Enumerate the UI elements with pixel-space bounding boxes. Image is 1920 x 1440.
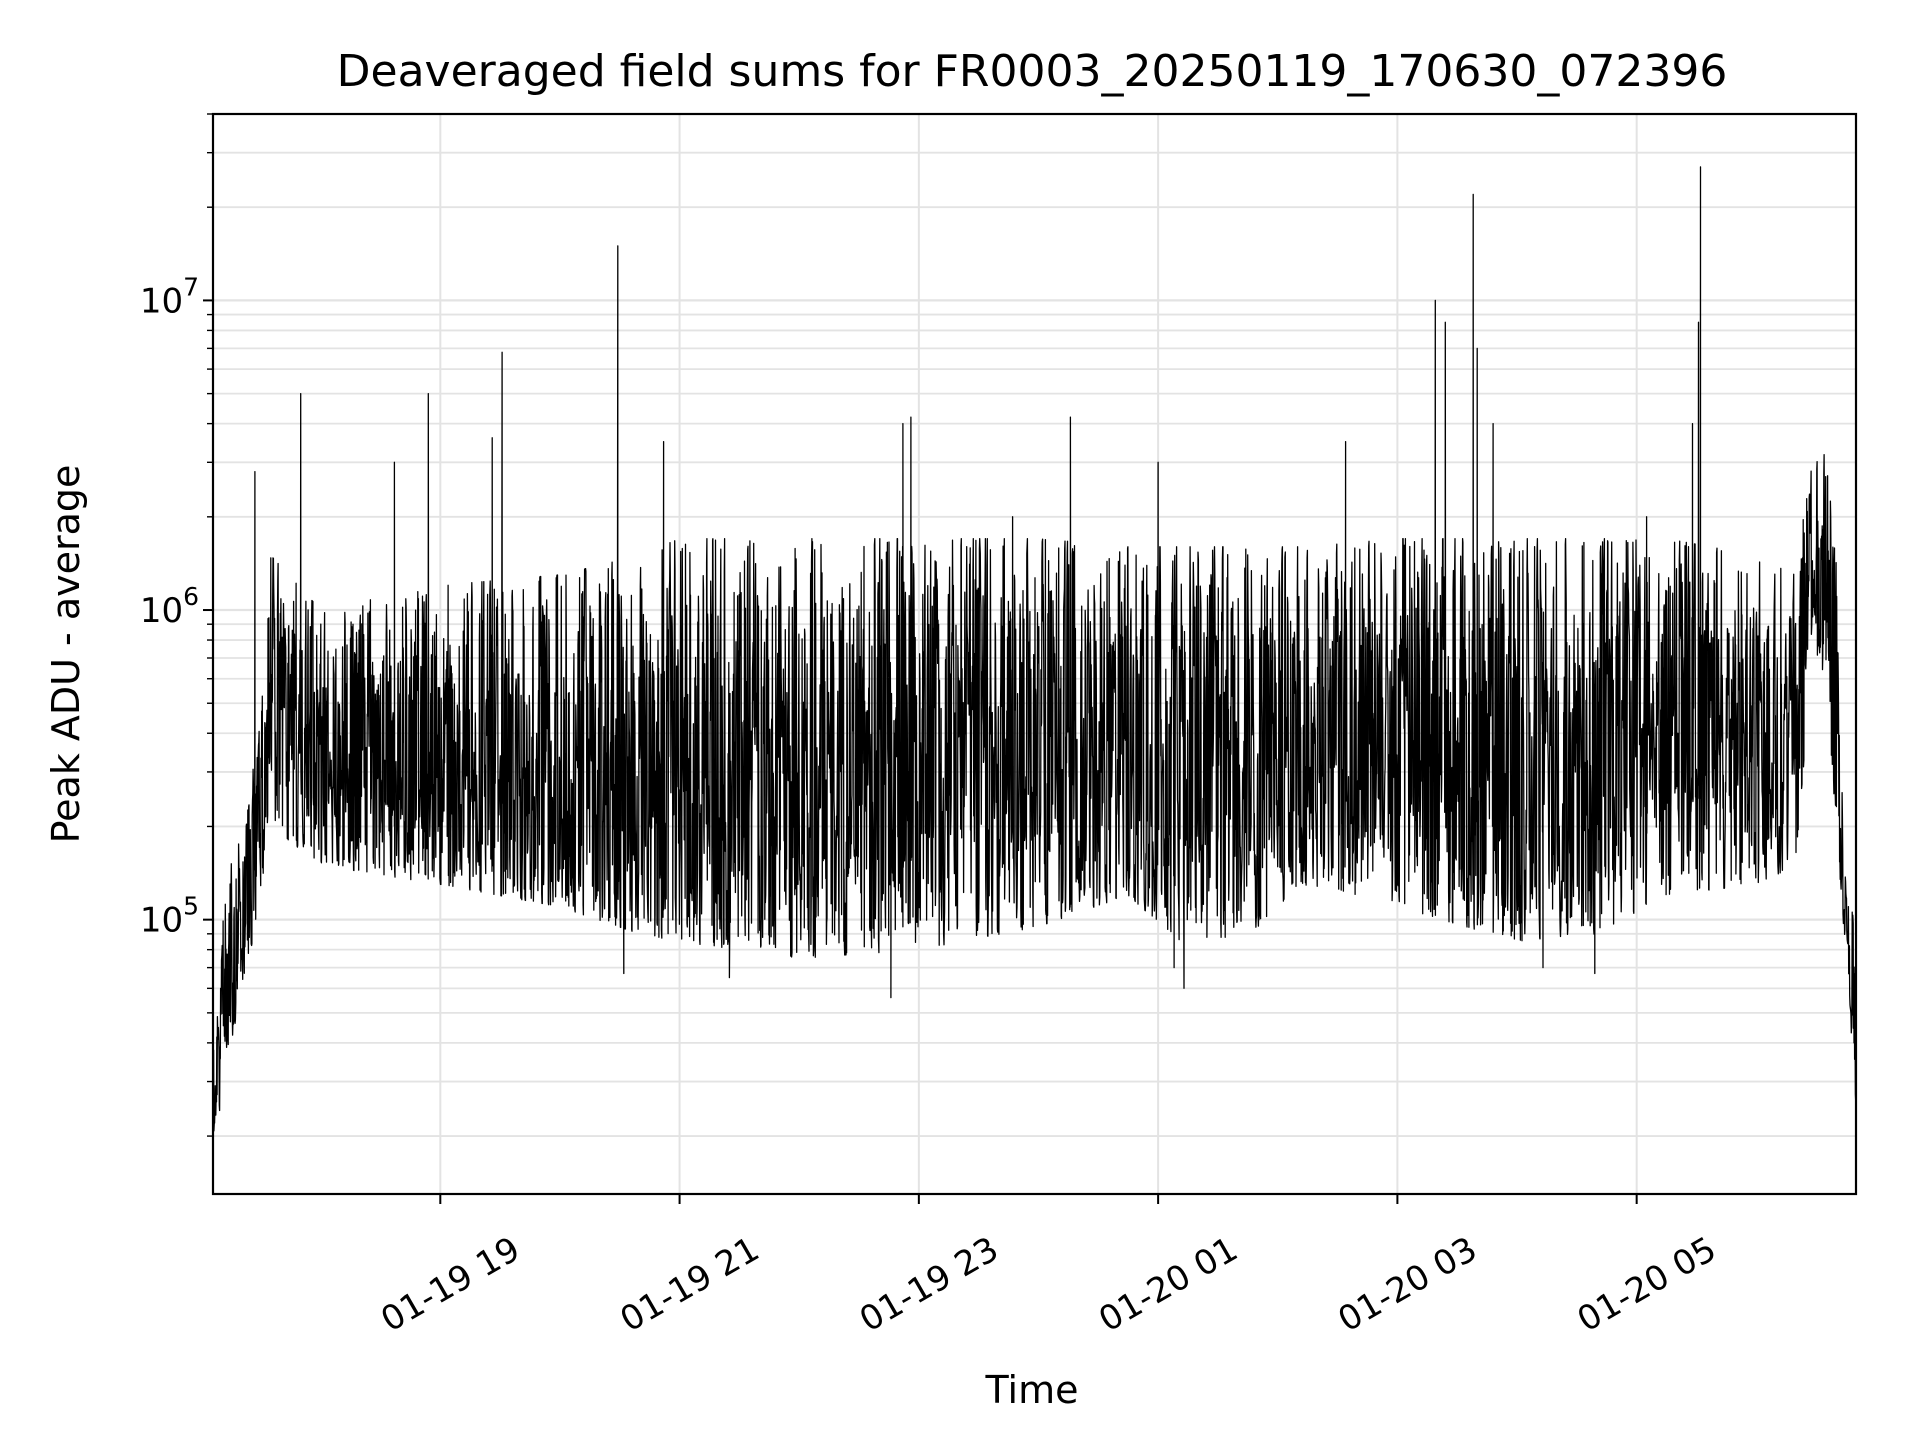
y-tick-label-exponent: 7 [183, 272, 199, 301]
chart-title: Deaveraged field sums for FR0003_2025011… [337, 46, 1728, 97]
y-tick-label: 105 [140, 892, 199, 941]
y-tick-label-base: 10 [140, 281, 183, 321]
y-tick-label: 107 [140, 272, 199, 321]
y-tick-label-base: 10 [140, 591, 183, 631]
series-line-group [213, 166, 1856, 1132]
y-axis-label: Peak ADU - average [44, 465, 88, 844]
plot-frame [211, 112, 1858, 1196]
x-axis-label: Time [985, 1368, 1079, 1412]
series-line [213, 166, 1856, 1132]
y-tick-label-exponent: 6 [183, 582, 199, 611]
y-tick-label-base: 10 [140, 901, 183, 941]
y-tick-label-exponent: 5 [183, 892, 199, 921]
y-tick-label: 106 [140, 582, 199, 631]
